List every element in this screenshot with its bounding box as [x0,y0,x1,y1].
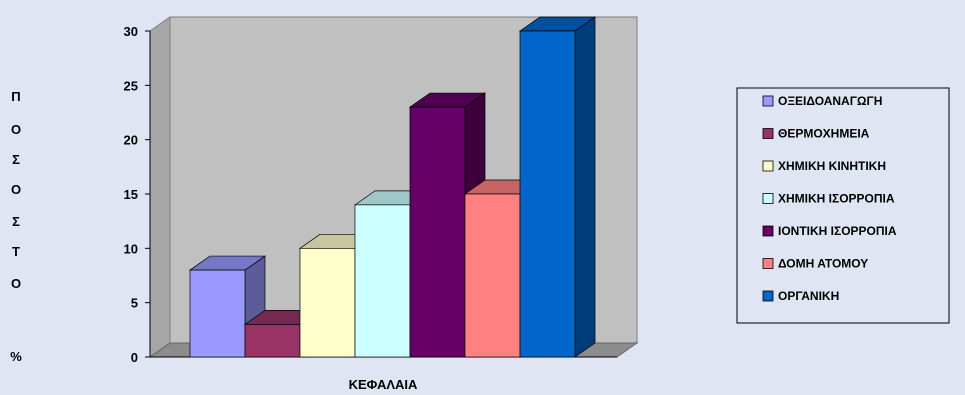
y-tick-label: 25 [124,78,138,93]
bar-1 [189,269,246,358]
bar-5 [409,106,466,358]
y-tick-label: 15 [124,187,138,202]
legend-swatch-5 [762,225,774,237]
y-axis-title-char: Σ [12,152,20,167]
y-axis-title-char: Ο [11,122,21,137]
legend-swatch-6 [762,258,774,269]
legend-swatch-7 [762,290,774,302]
legend-swatch-1 [762,95,774,107]
bar-7 [519,30,576,358]
legend-label-5: ΙΟΝΤΙΚΗ ΙΣΟΡΡΟΠΙΑ [778,224,897,238]
x-axis-title: ΚΕΦΑΛΑΙΑ [349,377,418,392]
y-axis-title-char: Π [11,89,20,104]
y-axis-title-char: Ο [11,182,21,197]
legend-label-4: ΧΗΜΙΚΗ ΙΣΟΡΡΟΠΙΑ [778,192,895,206]
y-tick-label: 10 [124,241,138,256]
legend-label-1: ΟΞΕΙΔΟΑΝΑΓΩΓΗ [778,94,882,108]
legend-label-6: ΔΟΜΗ ΑΤΟΜΟΥ [778,257,868,271]
y-axis-title-char: Τ [12,244,20,259]
legend-label-7: ΟΡΓΑΝΙΚΗ [778,289,839,303]
bar-2 [244,324,301,358]
legend-swatch-4 [762,193,774,204]
legend-box [736,87,950,324]
y-axis-title-char: % [10,349,22,364]
y-tick-label: 20 [124,133,138,148]
bar-side-7 [574,16,596,358]
legend-label-2: ΘΕΡΜΟΧΗΜΕΙΑ [778,127,870,141]
legend-swatch-3 [762,160,774,172]
legend-swatch-2 [762,128,774,139]
y-tick-label: 0 [131,350,138,365]
bar-4 [354,204,411,358]
y-axis-title-char: Σ [12,214,20,229]
bar-6 [464,193,521,358]
y-tick-label: 5 [131,296,138,311]
legend-label-3: ΧΗΜΙΚΗ ΚΙΝΗΤΙΚΗ [778,159,886,173]
y-tick-label: 30 [124,24,138,39]
bar-3 [299,247,356,358]
y-axis-title-char: Ο [11,276,21,291]
side-wall [149,16,171,358]
